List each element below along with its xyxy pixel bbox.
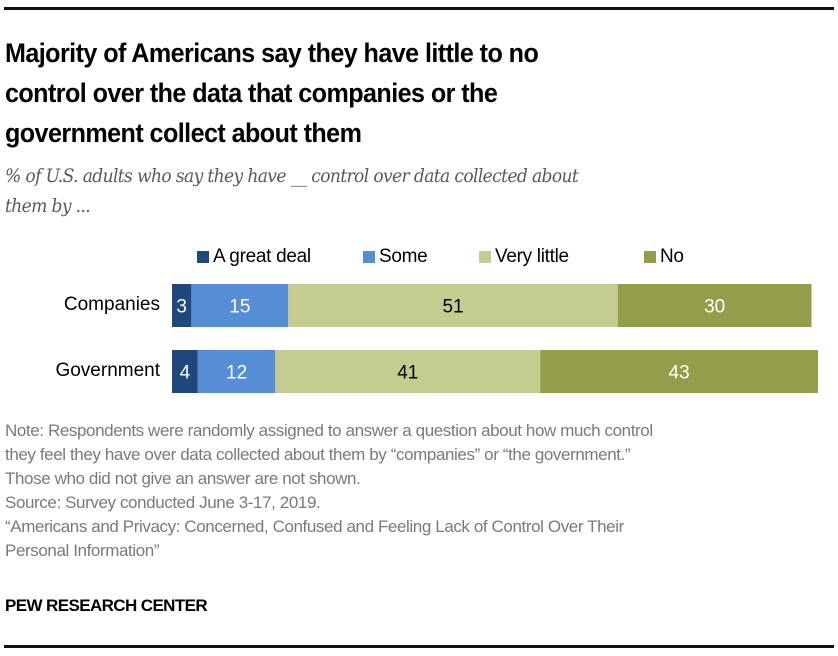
legend-item-no: No — [644, 246, 684, 268]
data-label-government-very-little: 41 — [397, 363, 418, 384]
bar-companies-a-great-deal — [172, 284, 192, 327]
legend-label: A great deal — [213, 246, 311, 267]
title-line: control over the data that companies or … — [5, 78, 498, 108]
legend-swatch — [197, 251, 209, 263]
bar-companies-very-little — [288, 284, 618, 327]
legend-swatch — [644, 251, 656, 263]
chart-title: Majority of Americans say they have litt… — [5, 33, 749, 153]
bar-government-some — [197, 350, 276, 393]
legend: A great deal Some Very little No — [0, 246, 838, 270]
note-line: Note: Respondents were randomly assigned… — [5, 421, 653, 440]
legend-item-very-little: Very little — [479, 246, 569, 268]
report-title-line: “Americans and Privacy: Concerned, Confu… — [5, 517, 624, 536]
data-label-companies-a-great-deal: 3 — [176, 297, 187, 318]
note-line: Those who did not give an answer are not… — [5, 469, 361, 488]
subtitle-line: % of U.S. adults who say they have __ co… — [5, 165, 579, 187]
data-label-government-no: 43 — [669, 363, 690, 384]
legend-swatch — [479, 251, 491, 263]
legend-swatch — [363, 251, 375, 263]
bar-government-very-little — [275, 350, 541, 393]
data-label-companies-very-little: 51 — [442, 297, 463, 318]
legend-label: Very little — [495, 246, 569, 267]
source-line: Source: Survey conducted June 3-17, 2019… — [5, 493, 321, 512]
chart-subtitle: % of U.S. adults who say they have __ co… — [5, 161, 743, 221]
title-line: Majority of Americans say they have litt… — [5, 38, 539, 68]
data-label-companies-no: 30 — [704, 297, 725, 318]
legend-item-some: Some — [363, 246, 428, 268]
category-label-companies: Companies — [63, 294, 160, 315]
report-title-line: Personal Information” — [5, 541, 160, 560]
bar-government-a-great-deal — [172, 350, 198, 393]
bottom-rule — [4, 645, 834, 648]
pew-research-center-logo: PEW RESEARCH CENTER — [5, 596, 208, 615]
top-rule — [4, 7, 834, 10]
title-line: government collect about them — [5, 118, 362, 148]
bar-companies-some — [191, 284, 289, 327]
note-line: they feel they have over data collected … — [5, 445, 631, 464]
category-label-government: Government — [55, 360, 160, 381]
legend-label: No — [660, 246, 684, 267]
data-label-government-some: 12 — [226, 363, 247, 384]
data-label-government-a-great-deal: 4 — [180, 363, 191, 384]
bar-companies-no — [617, 284, 812, 327]
subtitle-line: them by ... — [5, 195, 91, 217]
bar-government-no — [540, 350, 818, 393]
data-label-companies-some: 15 — [229, 297, 250, 318]
chart-notes: Note: Respondents were randomly assigned… — [5, 419, 835, 563]
stacked-bar-chart: 3 15 51 30 4 12 41 43 — [172, 284, 818, 393]
legend-label: Some — [379, 246, 428, 267]
legend-item-great-deal: A great deal — [197, 246, 311, 268]
